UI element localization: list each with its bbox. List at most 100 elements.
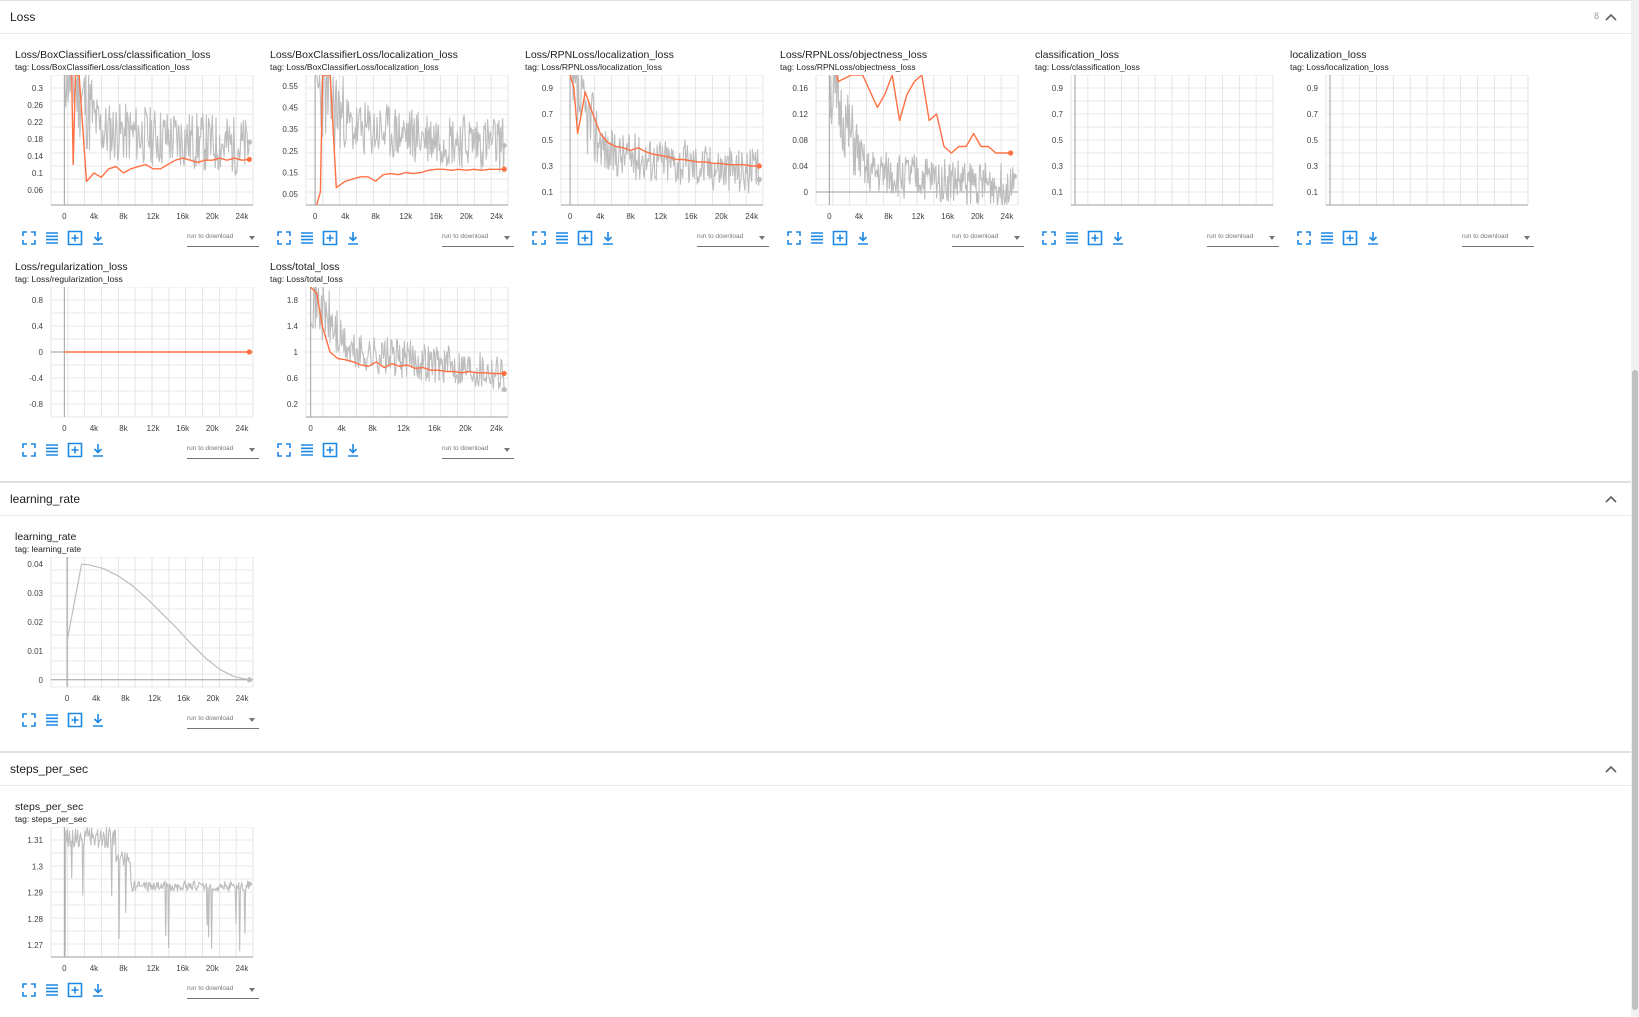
download-icon[interactable] xyxy=(90,712,106,728)
chevron-up-icon[interactable] xyxy=(1605,13,1617,21)
data-table-icon[interactable] xyxy=(44,442,60,458)
last-value-marker[interactable] xyxy=(756,176,762,183)
download-icon[interactable] xyxy=(90,442,106,458)
download-icon[interactable] xyxy=(90,230,106,246)
run-to-download-label: run to download xyxy=(1207,233,1254,240)
last-value-marker[interactable] xyxy=(501,166,507,172)
run-to-download-select[interactable]: run to download xyxy=(1207,230,1279,247)
data-table-icon[interactable] xyxy=(554,230,570,246)
chart-plot[interactable]: 0 0.01 0.02 0.03 0.04 0 4k 8k 12k 16k 20k 24k xyxy=(15,557,259,709)
download-icon[interactable] xyxy=(90,982,106,998)
scrollbar-track[interactable] xyxy=(1631,0,1639,1016)
learning-rate-section-header[interactable]: learning_rate xyxy=(0,483,1631,516)
fit-domain-icon[interactable] xyxy=(67,230,83,246)
download-icon[interactable] xyxy=(600,230,616,246)
chart-plot[interactable]: 0.1 0.3 0.5 0.7 0.9 xyxy=(1035,75,1279,227)
run-to-download-select[interactable]: run to download xyxy=(442,442,514,459)
chart-plot[interactable]: 0 0.04 0.08 0.12 0.16 0 4k 8k 12k 16k 20k 24k xyxy=(780,75,1024,227)
fullscreen-icon[interactable] xyxy=(21,442,37,458)
fit-domain-icon[interactable] xyxy=(1087,230,1103,246)
chart-plot[interactable]: 0.06 0.1 0.14 0.18 0.22 0.26 0.3 0 4k 8k 12k 16k 20k… xyxy=(15,75,259,227)
x-tick-label: 8k xyxy=(119,424,128,433)
x-tick-label: 8k xyxy=(368,424,377,433)
fit-domain-icon[interactable] xyxy=(67,982,83,998)
run-to-download-select[interactable]: run to download xyxy=(187,982,259,999)
y-tick-label: -0.4 xyxy=(29,374,43,383)
y-tick-label: 0.9 xyxy=(542,84,554,93)
data-table-icon[interactable] xyxy=(809,230,825,246)
chart-plot[interactable]: 0.1 0.3 0.5 0.7 0.9 0 4k 8k 12k 16k 20k 24k xyxy=(525,75,769,227)
x-tick-label: 24k xyxy=(490,212,504,221)
fit-domain-icon[interactable] xyxy=(322,230,338,246)
x-tick-label: 16k xyxy=(176,424,190,433)
last-value-marker[interactable] xyxy=(246,881,252,887)
smoothed-series-line xyxy=(315,75,505,205)
chevron-up-icon[interactable] xyxy=(1605,765,1617,773)
data-table-icon[interactable] xyxy=(299,442,315,458)
last-value-marker[interactable] xyxy=(1008,150,1014,156)
run-to-download-label: run to download xyxy=(697,233,744,240)
chart-card: steps_per_sec tag: steps_per_sec 1.27 1.28 1… xyxy=(15,801,259,1001)
fullscreen-icon[interactable] xyxy=(276,442,292,458)
x-tick-label: 12k xyxy=(147,212,161,221)
download-icon[interactable] xyxy=(1110,230,1126,246)
data-table-icon[interactable] xyxy=(44,230,60,246)
last-value-marker[interactable] xyxy=(501,370,507,377)
fullscreen-icon[interactable] xyxy=(21,230,37,246)
y-tick-label: 1.31 xyxy=(27,836,43,845)
fullscreen-icon[interactable] xyxy=(276,230,292,246)
run-to-download-select[interactable]: run to download xyxy=(697,230,769,247)
chart-tag: tag: Loss/total_loss xyxy=(270,274,343,284)
run-to-download-select[interactable]: run to download xyxy=(187,442,259,459)
fullscreen-icon[interactable] xyxy=(21,712,37,728)
download-icon[interactable] xyxy=(345,230,361,246)
fit-domain-icon[interactable] xyxy=(1342,230,1358,246)
chart-plot[interactable]: 0.05 0.15 0.25 0.35 0.45 0.55 0 4k 8k 12k 16k 20k 24… xyxy=(270,75,514,227)
chevron-up-icon[interactable] xyxy=(1605,495,1617,503)
fit-domain-icon[interactable] xyxy=(322,442,338,458)
last-value-marker[interactable] xyxy=(246,156,252,162)
last-value-marker[interactable] xyxy=(246,349,252,355)
x-tick-label: 24k xyxy=(490,424,504,433)
fit-domain-icon[interactable] xyxy=(577,230,593,246)
data-table-icon[interactable] xyxy=(1319,230,1335,246)
chart-plot[interactable]: 0.2 0.6 1 1.4 1.8 0 4k 8k 12k 16k 20k 24k xyxy=(270,287,514,439)
download-icon[interactable] xyxy=(855,230,871,246)
fullscreen-icon[interactable] xyxy=(21,982,37,998)
loss-section-header[interactable]: Loss 8 xyxy=(0,1,1631,34)
chart-plot[interactable]: 1.27 1.28 1.29 1.3 1.31 0 4k 8k 12k 16k 20k 24k xyxy=(15,827,259,979)
chart-plot[interactable]: -0.8 -0.4 0 0.4 0.8 0 4k 8k 12k 16k 20k 24k xyxy=(15,287,259,439)
download-icon[interactable] xyxy=(1365,230,1381,246)
run-to-download-label: run to download xyxy=(1462,233,1509,240)
run-to-download-select[interactable]: run to download xyxy=(952,230,1024,247)
x-tick-label: 16k xyxy=(177,694,191,703)
smoothed-series-line xyxy=(310,287,505,375)
last-value-marker[interactable] xyxy=(756,163,762,169)
run-to-download-select[interactable]: run to download xyxy=(187,712,259,729)
fullscreen-icon[interactable] xyxy=(1296,230,1312,246)
fullscreen-icon[interactable] xyxy=(1041,230,1057,246)
run-to-download-select[interactable]: run to download xyxy=(442,230,514,247)
scrollbar-thumb[interactable] xyxy=(1632,370,1638,1010)
fullscreen-icon[interactable] xyxy=(531,230,547,246)
run-to-download-select[interactable]: run to download xyxy=(1462,230,1534,247)
fit-domain-icon[interactable] xyxy=(67,712,83,728)
download-icon[interactable] xyxy=(345,442,361,458)
run-to-download-select[interactable]: run to download xyxy=(187,230,259,247)
data-table-icon[interactable] xyxy=(44,982,60,998)
last-value-marker[interactable] xyxy=(501,387,507,393)
steps-per-sec-section: steps_per_sec steps_per_sec tag: steps_pe… xyxy=(0,752,1631,1017)
x-tick-label: 4k xyxy=(90,212,99,221)
chart-plot[interactable]: 0.1 0.3 0.5 0.7 0.9 xyxy=(1290,75,1534,227)
data-table-icon[interactable] xyxy=(44,712,60,728)
data-table-icon[interactable] xyxy=(299,230,315,246)
fullscreen-icon[interactable] xyxy=(786,230,802,246)
fit-domain-icon[interactable] xyxy=(67,442,83,458)
steps-per-sec-section-header[interactable]: steps_per_sec xyxy=(0,753,1631,786)
last-value-marker[interactable] xyxy=(1011,173,1017,179)
last-value-marker[interactable] xyxy=(246,139,252,145)
last-value-marker[interactable] xyxy=(246,677,252,683)
fit-domain-icon[interactable] xyxy=(832,230,848,246)
last-value-marker[interactable] xyxy=(501,142,507,149)
data-table-icon[interactable] xyxy=(1064,230,1080,246)
